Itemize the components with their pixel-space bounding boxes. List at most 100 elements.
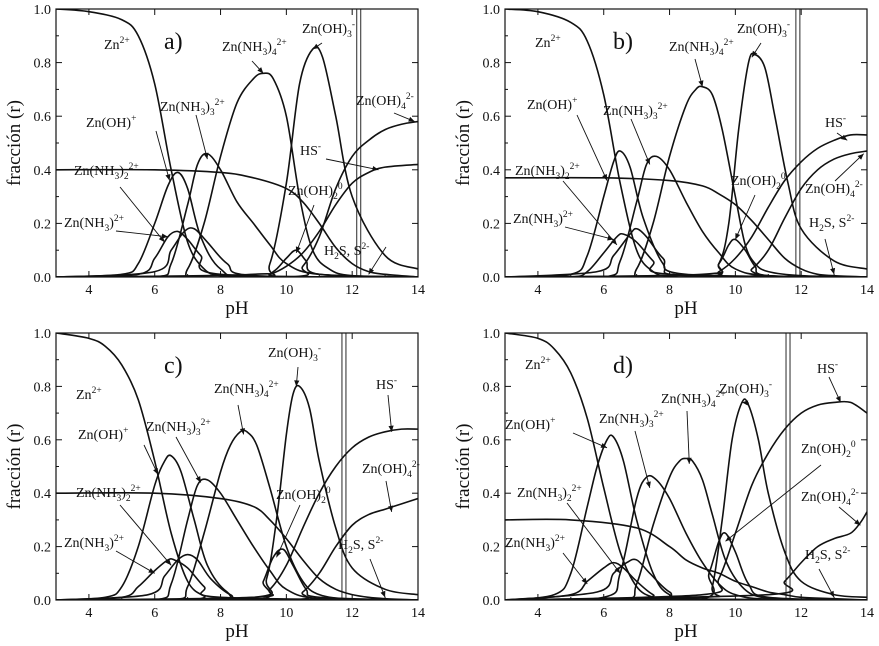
series-zn-nh3-2- — [505, 561, 867, 600]
label-paren: ) — [644, 412, 649, 427]
arrowhead-icon — [368, 267, 375, 275]
label-sub: 2 — [321, 496, 326, 506]
label-hs: HS- — [300, 142, 321, 159]
label-charge: - — [352, 20, 355, 30]
label-sub: 3 — [764, 390, 769, 400]
label-zn2-charge: 2+ — [551, 34, 561, 44]
y-tick-label: 0.4 — [34, 487, 52, 502]
label-charge: 2+ — [277, 38, 287, 48]
arrowhead-icon — [165, 174, 171, 181]
arrowhead-icon — [312, 43, 320, 50]
label-sub2: 4 — [711, 400, 716, 410]
label-oh3: Zn(OH)3- — [719, 380, 772, 400]
label-hs: HS- — [376, 376, 397, 393]
leader-line — [572, 432, 608, 449]
label-sub2: 3 — [196, 428, 201, 438]
label-charge: 0 — [326, 486, 331, 496]
label-charge: 2+ — [716, 390, 726, 400]
label-nh3_3: Zn(NH3)32+ — [599, 410, 664, 430]
leader-line — [295, 204, 315, 254]
y-tick-label: 0.2 — [483, 217, 501, 232]
label-text: Zn(NH — [661, 392, 701, 407]
arrowhead-icon — [276, 550, 282, 558]
label-paren: ) — [550, 536, 555, 551]
label-sub2: 2 — [126, 494, 131, 504]
label-charge: 2+ — [129, 162, 139, 172]
label-oh4: Zn(OH)42- — [805, 180, 863, 200]
x-tick-label: 6 — [600, 606, 607, 621]
arrowhead-icon — [148, 568, 155, 574]
series-zn-nh3-4-2- — [56, 429, 418, 600]
label-text: Zn(OH) — [356, 94, 401, 109]
leader-line — [276, 504, 301, 558]
leader-line — [834, 153, 865, 182]
label-hs: HS- — [825, 114, 846, 131]
label-zn2-charge: 2+ — [92, 386, 102, 396]
label-text: Zn(OH) — [268, 346, 313, 361]
leader-line — [562, 552, 588, 585]
arrowhead-icon — [735, 232, 741, 240]
label-paren: ) — [706, 392, 711, 407]
label-nh3_3: Zn(NH3)32+ — [146, 418, 211, 438]
series-zn-nh3-4-2- — [505, 85, 867, 277]
label-nh3_1: Zn(NH3)2+ — [64, 534, 124, 554]
label-charge: 2+ — [572, 484, 582, 494]
arrowhead-icon — [294, 380, 300, 387]
x-tick-label: 12 — [345, 606, 359, 621]
curves — [56, 9, 418, 277]
y-tick-label: 0.4 — [483, 164, 501, 179]
label-charge: 2+ — [114, 214, 124, 224]
label-oh3: Zn(OH)3- — [737, 20, 790, 40]
label-znoh: Zn(OH)+ — [505, 416, 555, 433]
label-text: Zn(NH — [513, 212, 553, 227]
label-oh4: Zn(OH)42- — [801, 488, 859, 508]
leader-line — [119, 504, 172, 566]
label-sub: 3 — [709, 48, 714, 58]
leader-line — [734, 194, 756, 240]
label-sub: 4 — [401, 102, 406, 112]
x-tick-label: 12 — [794, 606, 808, 621]
label-text: Zn(NH — [599, 412, 639, 427]
label-charge: 2- — [412, 460, 420, 470]
x-tick-label: 8 — [217, 283, 224, 298]
label-sub: 3 — [200, 108, 205, 118]
x-tick-label: 10 — [279, 606, 293, 621]
series-hs- — [56, 163, 418, 277]
label-sub: 3 — [116, 494, 121, 504]
arrowhead-icon — [388, 505, 394, 512]
arrowhead-icon — [828, 590, 835, 598]
arrowhead-icon — [725, 535, 732, 542]
arrowhead-icon — [854, 519, 861, 526]
label-hs-text: HS — [817, 362, 835, 377]
leader-line — [564, 226, 614, 240]
y-axis-label: fracción (r) — [453, 424, 474, 510]
x-tick-label: 4 — [534, 283, 541, 298]
label-charge: 2+ — [131, 484, 141, 494]
label-znoh-charge: + — [131, 114, 136, 124]
label-text: Zn(NH — [669, 40, 709, 55]
arrowhead-icon — [408, 116, 415, 122]
series-zn-oh-4-2- — [505, 150, 867, 277]
label-h2s: H2S, S2- — [809, 214, 854, 234]
label-nh3_4: Zn(NH3)42+ — [214, 380, 279, 400]
label-charge: 0 — [851, 440, 856, 450]
label-sub: 3 — [782, 30, 787, 40]
label-hs-text: HS — [300, 144, 318, 159]
y-tick-label: 0.0 — [483, 594, 501, 609]
label-paren: ) — [259, 382, 264, 397]
label-charge: 2- — [375, 536, 383, 546]
label-sub: 3 — [545, 544, 550, 554]
label-rest: S, S — [339, 244, 362, 259]
leader-line — [725, 464, 822, 542]
series-zn-oh-2-0 — [56, 548, 418, 600]
x-tick-label: 8 — [666, 283, 673, 298]
y-tick-label: 1.0 — [483, 3, 501, 18]
label-zn2-charge: 2+ — [541, 356, 551, 366]
label-text: Zn(OH) — [805, 182, 850, 197]
series-zn-oh-4-2- — [505, 511, 867, 600]
label-oh4: Zn(OH)42- — [356, 92, 414, 112]
label-sub: 3 — [114, 172, 119, 182]
y-tick-label: 0.6 — [34, 434, 52, 449]
panel-label: c) — [164, 353, 183, 379]
arrowhead-icon — [830, 267, 836, 275]
